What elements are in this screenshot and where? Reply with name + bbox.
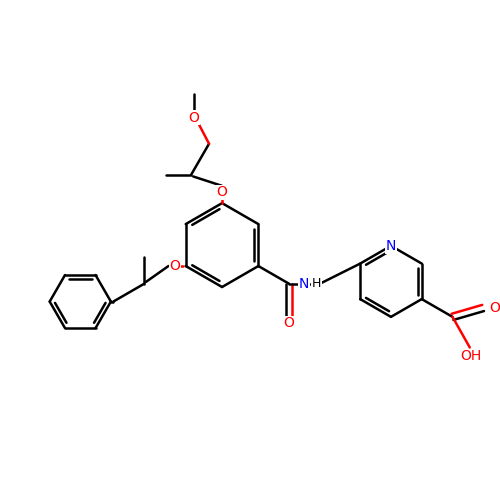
Text: H: H [312, 278, 321, 290]
Text: O: O [284, 316, 294, 330]
Text: O: O [490, 301, 500, 315]
Text: N: N [386, 239, 396, 253]
Text: N: N [298, 277, 309, 291]
Text: O: O [170, 259, 180, 273]
Text: O: O [216, 186, 228, 200]
Text: O: O [188, 110, 200, 124]
Text: OH: OH [460, 350, 482, 364]
